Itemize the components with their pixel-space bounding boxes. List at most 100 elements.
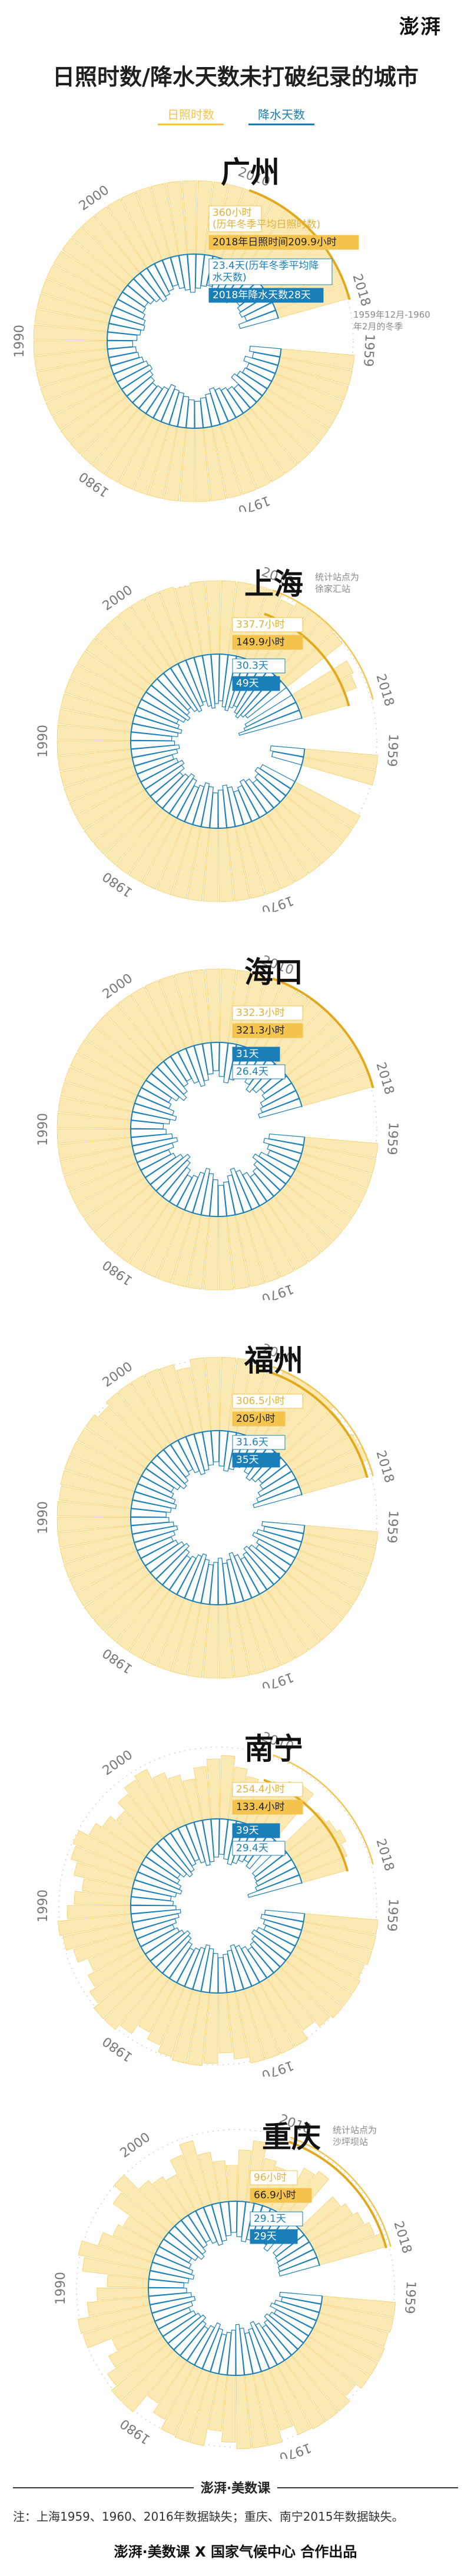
current-sunshine-arc [248, 189, 351, 300]
record-sunshine-label: 306.5小时 [236, 1395, 285, 1407]
year-tick-label: 1970 [260, 2057, 296, 2077]
current-rain-days-label: 2018年降水天数28天 [213, 289, 311, 301]
current-rain-days-box [232, 1047, 280, 1062]
city-title: 上海 [244, 567, 303, 601]
current-rain-days-label: 39天 [236, 1825, 259, 1837]
year-tick-label: 1959 [360, 334, 377, 367]
year-tick-label: 2018 [373, 1837, 396, 1873]
record-sunshine-arc [290, 2137, 392, 2247]
current-sunshine-label: 133.4小时 [236, 1801, 285, 1813]
winter-period-note: 1959年12月-1960 [353, 309, 430, 320]
record-sunshine-label: 254.4小时 [236, 1784, 285, 1795]
year-tick-label: 1959 [402, 2281, 418, 2314]
station-note: 统计站点为 [315, 572, 359, 582]
station-note: 统计站点为 [333, 2125, 377, 2135]
average-rain-days-box [232, 1435, 286, 1450]
average-rain-days-label: 31.6天 [236, 1437, 268, 1448]
radial-chart-3: 2018201020001990198019701959海口332.3小时321… [36, 953, 400, 1300]
year-tick-label: 1970 [277, 2440, 313, 2459]
average-rain-days-label: 26.4天 [236, 1066, 268, 1078]
record-sunshine-arc [272, 589, 374, 700]
record-sunshine-label: 332.3小时 [236, 1007, 285, 1019]
year-tick-label: 1980 [118, 2416, 153, 2447]
year-tick-label: 1970 [260, 1281, 296, 1300]
current-sunshine-label: 66.9小时 [254, 2190, 296, 2201]
record-sunshine-box [232, 617, 303, 632]
record-sunshine-box [232, 1394, 303, 1409]
city-title: 海口 [244, 955, 303, 989]
record-sunshine-label: 360小时 [213, 207, 251, 219]
year-tick-label: 2018 [373, 672, 396, 708]
current-rain-days-box [232, 676, 280, 691]
current-sunshine-box [232, 1799, 303, 1815]
current-rain-days-box [232, 1823, 280, 1838]
city-title: 重庆 [262, 2120, 321, 2154]
station-note: 徐家汇站 [315, 584, 350, 594]
current-rain-days-label: 31天 [236, 1048, 259, 1060]
year-tick-label: 1970 [260, 892, 296, 912]
current-sunshine-arc [272, 977, 374, 1088]
year-tick-label: 1959 [384, 1898, 400, 1932]
outer-guide-ring [76, 2129, 395, 2448]
current-rain-days-box [232, 1452, 280, 1468]
current-sunshine-label: 321.3小时 [236, 1025, 285, 1037]
footer-brand: 澎湃·美数课 [0, 2478, 471, 2497]
year-tick-label: 2018 [390, 2220, 414, 2255]
average-rain-days-box [208, 258, 333, 285]
current-sunshine-box [208, 235, 359, 250]
winter-period-note: 年2月的冬季 [353, 321, 403, 332]
radial-chart-1: 2018201020001990198019701959广州1959年12月-1… [12, 155, 430, 512]
legend-sunshine-hours: 日照时数 [158, 106, 224, 125]
current-rain-days-label: 29天 [254, 2231, 277, 2242]
current-sunshine-box [232, 1023, 303, 1038]
outer-guide-ring [58, 1747, 377, 2065]
record-sunshine-sublabel: (历年冬季平均日照时数) [213, 219, 320, 231]
current-rain-days-label: 35天 [236, 1454, 259, 1466]
credit-line: 澎湃·美数课 X 国家气候中心 合作出品 [114, 2544, 357, 2560]
year-tick-label: 1970 [260, 1669, 296, 1688]
record-sunshine-box [232, 1005, 303, 1021]
current-sunshine-box [232, 635, 303, 650]
year-tick-label: 1990 [36, 725, 51, 758]
record-sunshine-label: 337.7小时 [236, 619, 285, 631]
current-sunshine-label: 2018年日照时间209.9小时 [213, 236, 337, 248]
radial-chart-5: 2018201020001990198019701959南宁254.4小时133… [36, 1729, 400, 2077]
year-tick-label: 1990 [12, 325, 27, 358]
average-rain-days-label: 29.1天 [254, 2213, 286, 2225]
average-rain-days-box [232, 658, 286, 674]
record-sunshine-arc [272, 1754, 374, 1865]
year-tick-label: 1959 [384, 1510, 400, 1544]
footer-brand-label: 澎湃·美数课 [193, 2481, 278, 2496]
page-title: 日照时数/降水天数未打破纪录的城市 [52, 64, 419, 90]
year-tick-label: 1990 [36, 1501, 51, 1534]
current-rain-days-label: 49天 [236, 678, 259, 689]
record-sunshine-box [232, 1782, 303, 1797]
average-rain-days-box [250, 2211, 303, 2227]
city-title: 福州 [244, 1344, 303, 1378]
average-rain-days-sublabel: 水天数) [213, 272, 247, 284]
year-tick-label: 2018 [349, 272, 373, 308]
current-sunshine-box [232, 1411, 286, 1427]
year-tick-label: 2018 [373, 1061, 396, 1097]
record-sunshine-label: 96小时 [254, 2172, 287, 2184]
current-sunshine-label: 205小时 [236, 1413, 275, 1425]
legend-rain-days: 降水天数 [248, 106, 314, 125]
current-sunshine-arc [288, 2141, 387, 2248]
average-rain-days-label: 23.4天(历年冬季平均降 [213, 260, 319, 272]
year-tick-label: 1980 [100, 2034, 135, 2065]
record-sunshine-box [208, 205, 262, 232]
city-title: 南宁 [244, 1732, 303, 1766]
year-tick-label: 1990 [36, 1889, 51, 1922]
rain-baseline-ring [148, 2201, 323, 2376]
current-rain-days-box [250, 2229, 298, 2244]
year-tick-label: 1990 [36, 1113, 51, 1146]
record-sunshine-box [250, 2170, 298, 2185]
current-rain-days-box [208, 288, 324, 303]
city-title: 广州 [221, 155, 280, 189]
station-note: 沙坪坝站 [333, 2137, 368, 2147]
average-rain-days-label: 30.3天 [236, 660, 268, 672]
average-rain-days-label: 29.4天 [236, 1842, 268, 1854]
current-sunshine-label: 149.9小时 [236, 636, 285, 648]
